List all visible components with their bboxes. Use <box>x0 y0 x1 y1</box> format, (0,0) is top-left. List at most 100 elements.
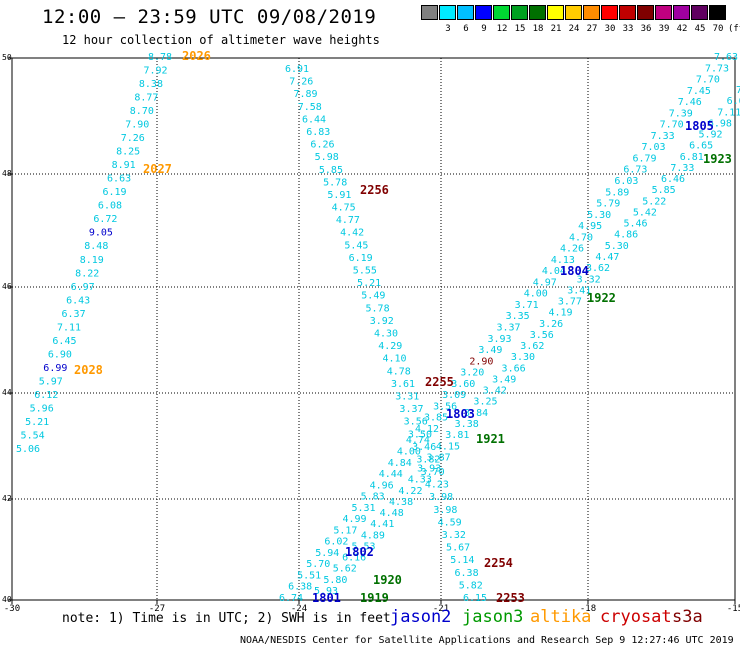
s3a-swh-value: 6.38 <box>455 568 479 579</box>
jason3-swh-value: 3.26 <box>539 319 563 330</box>
legend-swatch <box>619 5 636 20</box>
y-tick-label: 42 <box>2 494 12 503</box>
jason2-swh-value: 7.33 <box>651 131 675 142</box>
jason2-swh-value: 7.73 <box>705 63 729 74</box>
s3a-swh-value: 4.59 <box>438 517 462 528</box>
jason2-swh-value: 2.90 <box>469 356 493 367</box>
pass-time-label: 1922 <box>587 291 616 305</box>
jason3-swh-value: 3.77 <box>558 297 582 308</box>
jason3-swh-value: 5.85 <box>652 185 676 196</box>
altika-swh-value: 6.19 <box>102 187 126 198</box>
jason3-swh-value: 7.33 <box>670 163 694 174</box>
altika-swh-value: 7.11 <box>57 322 81 333</box>
x-tick-label: -30 <box>4 604 20 614</box>
jason2-swh-value: 3.85 <box>424 413 448 424</box>
jason3-swh-value: 4.38 <box>389 497 413 508</box>
jason2-swh-value: 5.83 <box>361 492 385 503</box>
altika-swh-value: 6.72 <box>93 214 117 225</box>
pass-time-label: 1803 <box>446 407 475 421</box>
jason3-swh-value: 3.30 <box>511 352 535 363</box>
x-tick-label: -15 <box>727 604 740 614</box>
jason2-swh-value: 3.93 <box>487 334 511 345</box>
pass-time-label: 1801 <box>312 591 341 605</box>
jason3-swh-value: 6.65 <box>689 141 713 152</box>
jason3-swh-value: 3.25 <box>473 397 497 408</box>
altika-swh-value: 6.37 <box>62 309 86 320</box>
jason3-swh-value: 3.56 <box>530 330 554 341</box>
jason3-swh-value: 3.84 <box>464 408 488 419</box>
jason3-swh-value: 4.48 <box>380 508 404 519</box>
pass-time-label: 2253 <box>496 591 525 605</box>
altika-swh-value: 7.26 <box>121 133 145 144</box>
satellite-legend-s3a: s3a <box>672 607 703 627</box>
jason3-swh-value: 6.16 <box>342 553 366 564</box>
pass-time-label: 2028 <box>74 363 103 377</box>
s3a-swh-value: 4.77 <box>336 215 360 226</box>
s3a-swh-value: 3.61 <box>391 379 415 390</box>
jason2-swh-value: 4.84 <box>388 458 412 469</box>
pass-time-label: 1802 <box>345 545 374 559</box>
pass-time-label: 1804 <box>560 264 589 278</box>
s3a-swh-value: 6.44 <box>302 114 326 125</box>
jason3-swh-value: 5.80 <box>323 575 347 586</box>
footer-note: note: 1) Time is in UTC; 2) SWH is in fe… <box>62 611 391 626</box>
legend-swatch <box>709 5 726 20</box>
x-tick-label: -24 <box>291 604 307 614</box>
jason2-swh-value: 5.89 <box>605 187 629 198</box>
y-tick-label: 48 <box>2 169 12 178</box>
legend-swatch <box>565 5 582 20</box>
jason2-swh-value: 6.03 <box>614 176 638 187</box>
s3a-swh-value: 6.15 <box>463 593 487 604</box>
s3a-swh-value: 4.78 <box>387 366 411 377</box>
jason3-swh-value: 4.33 <box>408 475 432 486</box>
jason2-swh-value: 3.37 <box>497 323 521 334</box>
legend-label: 70 <box>712 24 724 34</box>
jason2-swh-value: 6.38 <box>288 582 312 593</box>
jason3-swh-value: 4.22 <box>398 486 422 497</box>
s3a-swh-value: 4.42 <box>340 228 364 239</box>
s3a-swh-value: 3.31 <box>395 391 419 402</box>
altika-swh-value: 8.78 <box>148 52 172 63</box>
jason2-swh-value: 4.74 <box>406 435 430 446</box>
legend-label: 27 <box>586 24 598 34</box>
jason3-swh-value: 7.2 <box>736 85 740 96</box>
s3a-swh-value: 5.78 <box>366 303 390 314</box>
satellite-legend-jason3: jason3 <box>462 607 524 627</box>
legend-swatch <box>511 5 528 20</box>
jason2-swh-value: 3.35 <box>506 311 530 322</box>
legend-swatch <box>691 5 708 20</box>
jason2-swh-value: 4.97 <box>533 277 557 288</box>
altika-swh-value: 6.97 <box>71 282 95 293</box>
altika-swh-value: 8.38 <box>139 79 163 90</box>
altika-swh-value: 8.77 <box>134 93 158 104</box>
s3a-swh-value: 5.14 <box>450 555 474 566</box>
legend-label: 42 <box>676 24 688 34</box>
jason3-swh-value: 4.89 <box>361 530 385 541</box>
pass-time-label: 2256 <box>360 183 389 197</box>
s3a-swh-value: 3.50 <box>408 429 432 440</box>
jason2-swh-value: 3.71 <box>515 300 539 311</box>
y-tick-label: 46 <box>2 282 12 291</box>
jason2-swh-value: 6.79 <box>632 153 656 164</box>
altika-swh-value: 8.22 <box>75 268 99 279</box>
s3a-swh-value: 5.55 <box>353 266 377 277</box>
s3a-swh-value: 5.98 <box>315 152 339 163</box>
s3a-swh-value: 4.30 <box>374 329 398 340</box>
pass-time-label: 2255 <box>425 375 454 389</box>
altika-swh-value: 5.96 <box>30 403 54 414</box>
jason2-swh-value: 3.60 <box>451 379 475 390</box>
legend-label: 3 <box>445 24 451 34</box>
jason3-swh-value: 3.66 <box>502 363 526 374</box>
pass-time-label: 1805 <box>685 119 714 133</box>
jason3-swh-value: 5.42 <box>633 207 657 218</box>
jason2-swh-value: 3.56 <box>433 401 457 412</box>
s3a-swh-value: 5.78 <box>323 177 347 188</box>
y-tick-label: 50 <box>2 53 12 62</box>
s3a-swh-value: 5.21 <box>357 278 381 289</box>
jason2-swh-value: 6.02 <box>324 537 348 548</box>
altika-swh-value: 6.45 <box>52 336 76 347</box>
s3a-swh-value: 3.92 <box>370 316 394 327</box>
jason3-swh-value: 3.32 <box>577 274 601 285</box>
pass-time-label: 2254 <box>484 556 513 570</box>
